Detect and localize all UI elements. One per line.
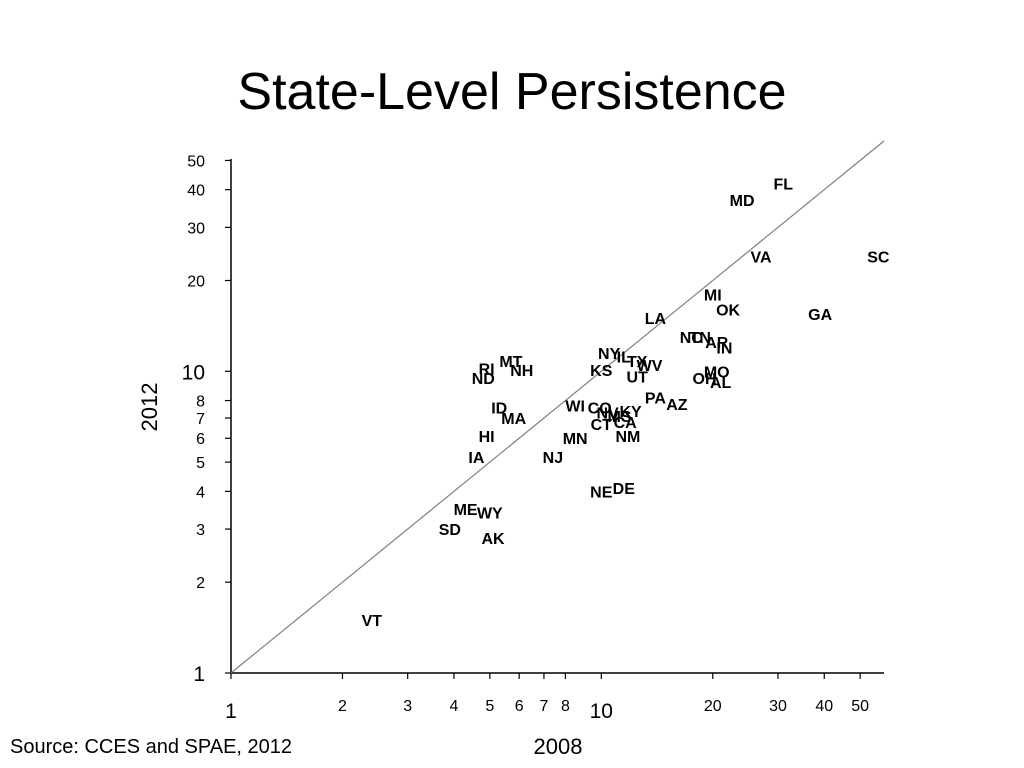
data-point-tn: TN (690, 330, 711, 347)
data-point-sc: SC (867, 250, 890, 267)
data-point-il: IL (617, 349, 631, 366)
data-point-ne: NE (590, 484, 613, 501)
data-point-mo: MO (704, 364, 730, 381)
slide-title: State-Level Persistence (237, 63, 787, 121)
data-point-nj: NJ (543, 450, 563, 467)
y-tick-label: 4 (196, 484, 205, 501)
data-point-hi: HI (479, 429, 495, 446)
reference-line-group (230, 140, 885, 674)
chart-axes (230, 159, 884, 674)
y-tick-label: 1 (193, 663, 205, 686)
data-point-la: LA (645, 311, 667, 328)
x-tick-label: 30 (769, 698, 787, 715)
x-tick-label: 50 (851, 698, 869, 715)
x-tick-label: 10 (590, 700, 613, 723)
data-point-mi: MI (704, 287, 722, 304)
data-point-ms: MS (608, 409, 632, 426)
data-point-wi: WI (565, 399, 585, 416)
x-tick-label: 40 (815, 698, 833, 715)
x-tick-label: 7 (539, 698, 548, 715)
data-point-ct: CT (591, 417, 613, 434)
data-point-sd: SD (439, 522, 461, 539)
x-tick-label: 20 (704, 698, 722, 715)
y-axis-label: 2012 (137, 383, 162, 432)
data-point-co: CO (588, 400, 612, 417)
data-point-in: IN (716, 340, 732, 357)
data-point-ny: NY (598, 346, 621, 363)
x-tick-label: 6 (515, 698, 524, 715)
y-tick-label: 20 (187, 273, 205, 290)
data-point-ar: AR (705, 335, 729, 352)
y-tick-label: 8 (196, 394, 205, 411)
x-tick-label: 2 (338, 698, 347, 715)
data-point-fl: FL (773, 176, 793, 193)
identity-line (230, 140, 885, 674)
data-point-ok: OK (716, 303, 740, 320)
data-point-al: AL (710, 375, 732, 392)
data-point-ga: GA (808, 307, 832, 324)
data-point-ut: UT (627, 370, 649, 387)
data-point-oh: OH (693, 371, 717, 388)
y-tick-label: 50 (187, 153, 205, 170)
data-point-ak: AK (481, 531, 505, 548)
data-point-nd: ND (472, 371, 495, 388)
data-point-wy: WY (477, 506, 503, 523)
data-point-ks: KS (590, 363, 613, 380)
data-point-mt: MT (499, 354, 522, 371)
data-point-az: AZ (666, 397, 688, 414)
data-point-vt: VT (362, 613, 383, 630)
y-tick-label: 30 (187, 220, 205, 237)
x-axis-label: 2008 (534, 734, 583, 759)
x-tick-label: 1 (225, 700, 237, 723)
data-point-ma: MA (501, 411, 526, 428)
y-tick-label: 3 (196, 522, 205, 539)
data-point-pa: PA (645, 390, 666, 407)
data-point-ri: RI (479, 362, 495, 379)
x-tick-label: 3 (403, 698, 412, 715)
data-point-de: DE (613, 481, 636, 498)
y-tick-label: 6 (196, 431, 205, 448)
data-point-nv: NV (596, 406, 619, 423)
source-note: Source: CCES and SPAE, 2012 (10, 736, 293, 758)
x-tick-label: 8 (561, 698, 570, 715)
data-point-me: ME (454, 502, 478, 519)
data-point-va: VA (751, 250, 772, 267)
data-point-wv: WV (637, 358, 663, 375)
data-point-id: ID (491, 400, 507, 417)
data-point-ky: KY (620, 404, 643, 421)
data-point-nc: NC (680, 330, 704, 347)
data-point-ca: CA (614, 415, 638, 432)
y-tick-label: 10 (182, 361, 205, 384)
x-tick-label: 4 (449, 698, 458, 715)
data-point-nm: NM (615, 429, 640, 446)
data-point-md: MD (730, 193, 755, 210)
y-tick-label: 7 (196, 411, 205, 428)
x-tick-label: 5 (485, 698, 494, 715)
y-tick-label: 5 (196, 455, 205, 472)
data-point-nh: NH (510, 363, 533, 380)
y-tick-label: 40 (187, 183, 205, 200)
data-point-tx: TX (627, 354, 648, 371)
data-point-mn: MN (563, 431, 588, 448)
data-point-ia: IA (468, 450, 484, 467)
y-tick-label: 2 (196, 575, 205, 592)
